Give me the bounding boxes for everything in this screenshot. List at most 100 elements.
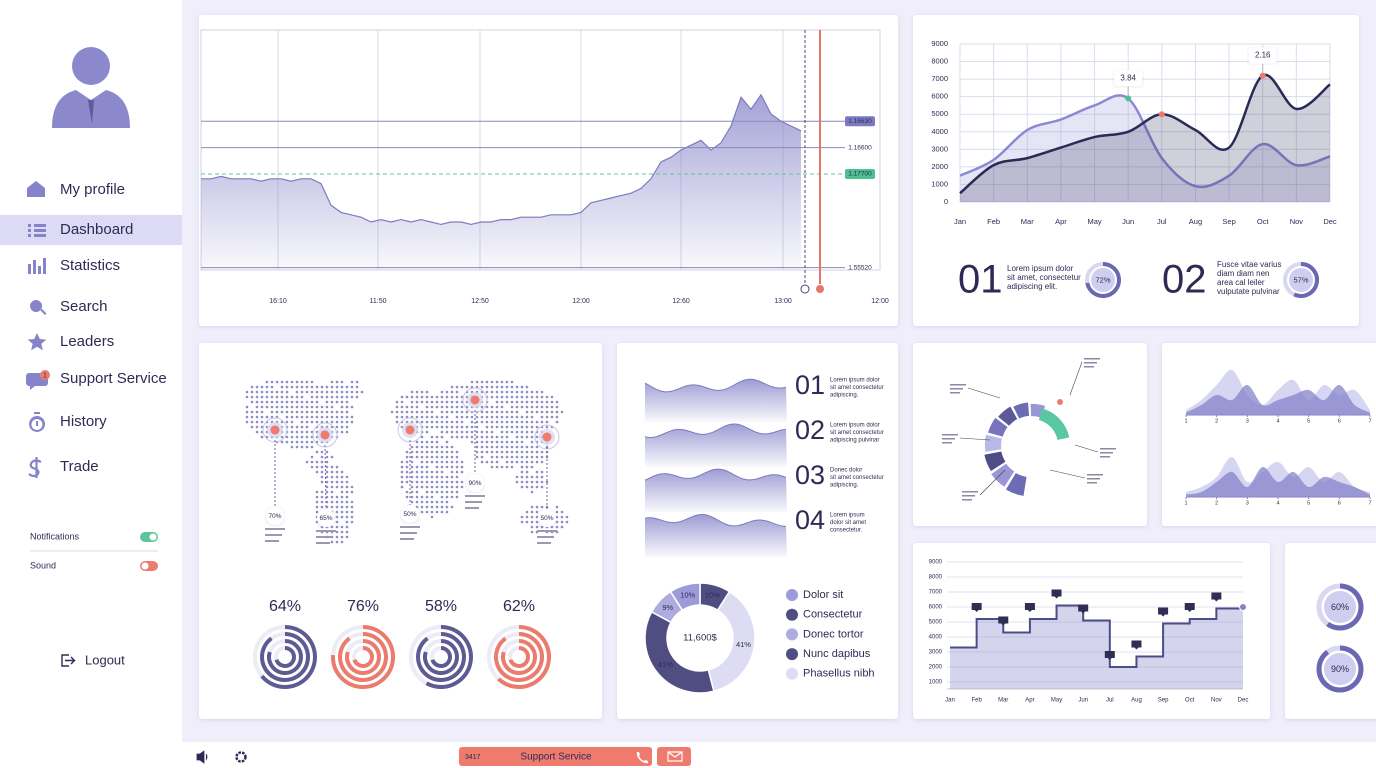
menu-item[interactable]: Leaders — [60, 333, 114, 350]
map-dot — [525, 480, 529, 484]
x-tick-label: 1 — [1184, 500, 1187, 506]
map-dot — [305, 390, 309, 394]
map-dot — [275, 395, 279, 399]
map-dot — [345, 480, 349, 484]
leader-caption — [1084, 366, 1094, 368]
map-dot — [490, 385, 494, 389]
map-dot — [535, 480, 539, 484]
map-dot — [355, 395, 359, 399]
map-dot — [530, 430, 534, 434]
gauge-label: 90% — [1331, 664, 1349, 674]
map-dot — [345, 510, 349, 514]
map-dot — [525, 455, 529, 459]
x-tick-label: 6 — [1338, 418, 1341, 424]
menu-item[interactable]: Dashboard — [60, 221, 133, 238]
map-dot — [255, 430, 259, 434]
map-dot — [295, 415, 299, 419]
map-dot — [525, 510, 529, 514]
map-dot — [435, 400, 439, 404]
legend-label: Donec tortor — [803, 628, 864, 640]
map-dot — [520, 395, 524, 399]
map-dot — [440, 445, 444, 449]
map-dot — [355, 380, 359, 384]
step-marker — [971, 603, 982, 612]
x-tick-label: 6 — [1338, 500, 1341, 506]
map-dot — [505, 450, 509, 454]
map-dot — [460, 485, 464, 489]
leader-caption — [1100, 452, 1113, 454]
x-tick-label: Mar — [998, 698, 1008, 704]
map-dot — [450, 385, 454, 389]
map-dot — [425, 425, 429, 429]
map-dot — [415, 415, 419, 419]
map-dot — [440, 455, 444, 459]
logout[interactable]: Logout — [85, 652, 125, 667]
wave-text: dolor sit amet — [830, 520, 866, 526]
map-dot — [330, 385, 334, 389]
map-dot — [300, 415, 304, 419]
map-dot — [280, 435, 284, 439]
map-dot — [530, 485, 534, 489]
map-dot — [325, 455, 329, 459]
map-dot — [530, 400, 534, 404]
map-dot — [340, 420, 344, 424]
map-dot — [525, 410, 529, 414]
map-dot — [485, 405, 489, 409]
gauge-arc — [1085, 262, 1121, 298]
leader-caption — [1100, 456, 1110, 458]
map-dot — [425, 485, 429, 489]
map-dot — [300, 410, 304, 414]
map-dot — [460, 470, 464, 474]
annotation-box — [1114, 70, 1143, 87]
ring-inner-arc — [260, 632, 310, 682]
map-dot — [300, 380, 304, 384]
wave-line — [644, 468, 787, 481]
map-dot — [330, 500, 334, 504]
map-dot — [480, 445, 484, 449]
x-tick-label: 2 — [1215, 418, 1218, 424]
map-dot — [435, 510, 439, 514]
map-dot — [410, 405, 414, 409]
map-dot — [415, 390, 419, 394]
map-dot — [280, 395, 284, 399]
map-dot — [410, 475, 414, 479]
map-dot — [450, 390, 454, 394]
pin — [320, 430, 330, 440]
annotation-dot — [1125, 95, 1132, 102]
menu-icon — [27, 333, 47, 351]
map-dot — [555, 525, 559, 529]
map-dot — [340, 485, 344, 489]
settings-icon[interactable] — [235, 751, 247, 763]
map-dot — [410, 470, 414, 474]
ring-inner-arc — [345, 639, 381, 675]
gauge-core — [1324, 653, 1356, 685]
map-dot — [315, 460, 319, 464]
ring-arc — [425, 625, 473, 689]
map-dot — [490, 425, 494, 429]
map-dot — [310, 455, 314, 459]
x-tick-label: 7 — [1368, 418, 1371, 424]
speaker-icon[interactable] — [196, 750, 208, 764]
map-dot — [425, 460, 429, 464]
menu-item[interactable]: History — [60, 413, 107, 430]
leader-caption — [962, 499, 972, 501]
map-dot — [410, 500, 414, 504]
menu-item[interactable]: Support Service — [60, 370, 167, 387]
support-button[interactable] — [459, 747, 652, 766]
map-dot — [300, 400, 304, 404]
map-dot — [355, 385, 359, 389]
map-dot — [320, 500, 324, 504]
menu-item[interactable]: Search — [60, 298, 108, 315]
map-dot — [515, 395, 519, 399]
menu-item[interactable]: Trade — [60, 458, 99, 475]
menu-item[interactable]: My profile — [60, 181, 125, 198]
map-dot — [350, 405, 354, 409]
map-dot — [335, 485, 339, 489]
map-dot — [500, 455, 504, 459]
leader-line — [967, 387, 1001, 399]
menu-item[interactable]: Statistics — [60, 257, 120, 274]
map-dot — [495, 405, 499, 409]
map-dot — [500, 435, 504, 439]
map-dot — [340, 505, 344, 509]
map-dot — [260, 395, 264, 399]
